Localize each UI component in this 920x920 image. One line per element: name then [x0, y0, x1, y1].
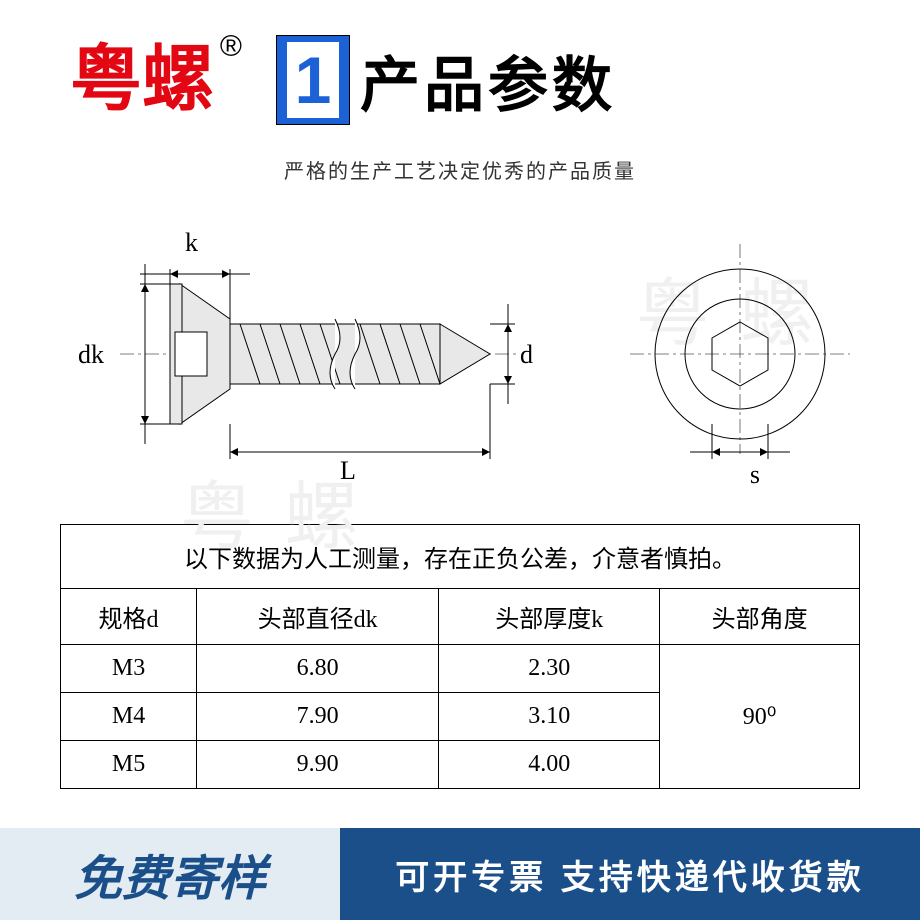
technical-diagram: 粤 螺 粤 螺	[60, 224, 860, 504]
col-k: 头部厚度k	[439, 589, 660, 645]
badge-number: 1	[287, 42, 340, 118]
col-spec: 规格d	[61, 589, 197, 645]
footer-banner: 免费寄样 可开专票 支持快递代收货款	[0, 828, 920, 920]
brand-logo: 粤螺®	[70, 44, 236, 116]
spec-table: 以下数据为人工测量，存在正负公差，介意者慎拍。 规格d 头部直径dk 头部厚度k…	[60, 524, 860, 789]
section-badge: 1	[276, 35, 350, 125]
footer-right: 可开专票 支持快递代收货款	[340, 828, 920, 920]
footer-left: 免费寄样	[0, 828, 340, 920]
dim-dk: dk	[78, 340, 104, 370]
dim-L: L	[340, 456, 356, 486]
screw-side-view	[80, 224, 560, 484]
dim-k: k	[185, 228, 198, 258]
page-title: 产品参数	[360, 37, 616, 124]
col-dk: 头部直径dk	[197, 589, 439, 645]
header: 粤螺® 1 产品参数	[0, 0, 920, 135]
table-header-row: 规格d 头部直径dk 头部厚度k 头部角度	[61, 589, 860, 645]
subtitle: 严格的生产工艺决定优秀的产品质量	[0, 155, 920, 184]
table-caption: 以下数据为人工测量，存在正负公差，介意者慎拍。	[61, 525, 860, 589]
dim-s: s	[750, 460, 760, 490]
angle-cell: 90⁰	[660, 645, 860, 789]
table-row: M3 6.80 2.30 90⁰	[61, 645, 860, 693]
registered-mark: ®	[220, 32, 242, 62]
screw-top-view	[620, 224, 860, 484]
dim-d: d	[520, 340, 533, 370]
col-angle: 头部角度	[660, 589, 860, 645]
brand-text: 粤螺	[70, 40, 214, 120]
